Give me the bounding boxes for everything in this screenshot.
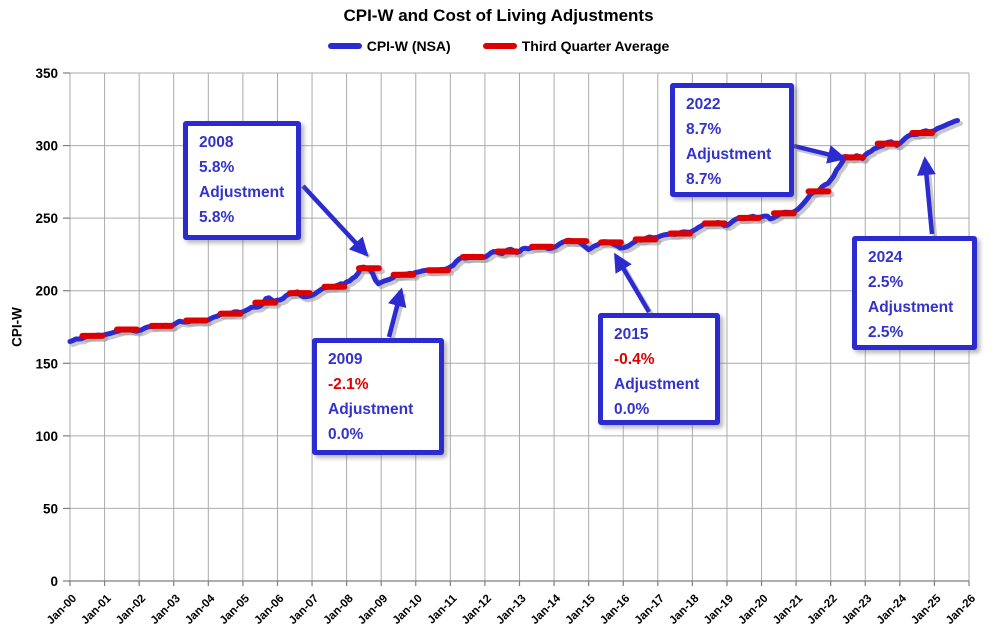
annotation-line: 2024 bbox=[868, 249, 903, 266]
x-tick-label: Jan-22 bbox=[806, 593, 840, 627]
annotation-line: 8.7% bbox=[686, 121, 722, 138]
annotation-line: 2022 bbox=[686, 96, 721, 113]
x-tick-label: Jan-13 bbox=[494, 593, 528, 627]
annotation-arrow-2022 bbox=[793, 143, 847, 164]
annotation-box-2008: 2008 5.8% Adjustment 5.8% bbox=[183, 121, 301, 240]
y-tick-label: 300 bbox=[35, 139, 58, 154]
annotation-line: 0.0% bbox=[328, 426, 364, 443]
x-tick-label: Jan-09 bbox=[356, 593, 390, 627]
x-tick-label: Jan-07 bbox=[287, 593, 321, 627]
chart-title: CPI-W and Cost of Living Adjustments bbox=[343, 6, 654, 25]
x-tick-label: Jan-18 bbox=[667, 592, 702, 627]
annotation-line: Adjustment bbox=[868, 299, 954, 316]
q3-average-swatch-icon bbox=[482, 43, 517, 49]
annotation-line: 2015 bbox=[614, 326, 649, 343]
annotation-line: Adjustment bbox=[614, 376, 700, 393]
legend-label-cpiw: CPI-W (NSA) bbox=[366, 38, 451, 54]
x-tick-label: Jan-17 bbox=[633, 593, 667, 627]
y-tick-label: 200 bbox=[35, 284, 58, 299]
x-tick-label: Jan-25 bbox=[909, 592, 944, 627]
annotation-box-2022: 2022 8.7% Adjustment 8.7% bbox=[670, 83, 794, 197]
annotation-arrow-2015 bbox=[614, 252, 651, 314]
y-tick-label: 100 bbox=[35, 429, 58, 444]
annotation-line: 5.8% bbox=[199, 159, 235, 176]
x-tick-label: Jan-04 bbox=[183, 592, 218, 627]
x-tick-label: Jan-06 bbox=[252, 593, 286, 627]
annotation-box-2009: 2009 -2.1% Adjustment 0.0% bbox=[312, 338, 444, 455]
annotation-arrow-2008 bbox=[301, 184, 369, 257]
x-tick-label: Jan-02 bbox=[114, 593, 148, 627]
x-tick-label: Jan-11 bbox=[426, 592, 460, 626]
x-tick-label: Jan-10 bbox=[391, 593, 425, 627]
x-tick-label: Jan-20 bbox=[736, 593, 770, 627]
x-tick-label: Jan-08 bbox=[321, 592, 356, 627]
annotation-line: -2.1% bbox=[328, 376, 369, 393]
legend-label-q3avg: Third Quarter Average bbox=[521, 38, 670, 54]
annotation-line: 2.5% bbox=[868, 324, 904, 341]
legend-item-q3avg: Third Quarter Average bbox=[482, 38, 670, 54]
x-tick-label: Jan-19 bbox=[702, 593, 736, 627]
y-axis-labels: 0 50 100 150 200 250 300 350 bbox=[35, 66, 58, 589]
annotation-line: Adjustment bbox=[328, 401, 414, 418]
y-tick-label: 350 bbox=[35, 66, 58, 81]
annotation-line: 0.0% bbox=[614, 401, 650, 418]
x-tick-label: Jan-01 bbox=[79, 592, 114, 627]
x-tick-label: Jan-03 bbox=[149, 593, 183, 627]
annotation-box-2015: 2015 -0.4% Adjustment 0.0% bbox=[598, 313, 720, 425]
x-tick-label: Jan-16 bbox=[598, 593, 632, 627]
legend-item-cpiw: CPI-W (NSA) bbox=[327, 38, 451, 54]
y-tick-label: 150 bbox=[35, 356, 58, 371]
annotation-arrow-2024 bbox=[917, 156, 936, 235]
y-tick-label: 50 bbox=[43, 501, 58, 516]
x-tick-label: Jan-15 bbox=[564, 592, 599, 627]
x-tick-label: Jan-12 bbox=[460, 593, 494, 627]
x-tick-label: Jan-14 bbox=[529, 592, 564, 627]
x-axis-labels: Jan-00 Jan-01 Jan-02 Jan-03 Jan-04 Jan-05 Jan-… bbox=[45, 592, 978, 627]
x-tick-label: Jan-24 bbox=[875, 592, 910, 627]
x-tick-label: Jan-00 bbox=[45, 593, 79, 627]
x-tick-label: Jan-21 bbox=[771, 592, 806, 627]
annotation-line: 2.5% bbox=[868, 274, 904, 291]
q3-average-segments bbox=[79, 129, 936, 339]
annotation-line: Adjustment bbox=[199, 184, 285, 201]
annotation-line: Adjustment bbox=[686, 146, 772, 163]
cpiw-line-swatch-icon bbox=[327, 43, 362, 49]
axes bbox=[63, 72, 970, 586]
annotation-line: 2009 bbox=[328, 351, 363, 368]
annotation-arrow-2009 bbox=[386, 287, 407, 338]
legend: CPI-W (NSA) Third Quarter Average bbox=[0, 38, 997, 54]
annotation-line: -0.4% bbox=[614, 351, 655, 368]
x-tick-label: Jan-26 bbox=[944, 593, 978, 627]
y-tick-label: 250 bbox=[35, 211, 58, 226]
annotation-line: 5.8% bbox=[199, 209, 235, 226]
annotation-box-2024: 2024 2.5% Adjustment 2.5% bbox=[852, 236, 977, 350]
x-tick-label: Jan-05 bbox=[218, 592, 253, 627]
annotation-line: 2008 bbox=[199, 134, 234, 151]
annotation-arrows bbox=[301, 143, 936, 338]
x-tick-label: Jan-23 bbox=[840, 593, 874, 627]
y-tick-label: 0 bbox=[50, 574, 58, 589]
annotation-line: 8.7% bbox=[686, 171, 722, 188]
